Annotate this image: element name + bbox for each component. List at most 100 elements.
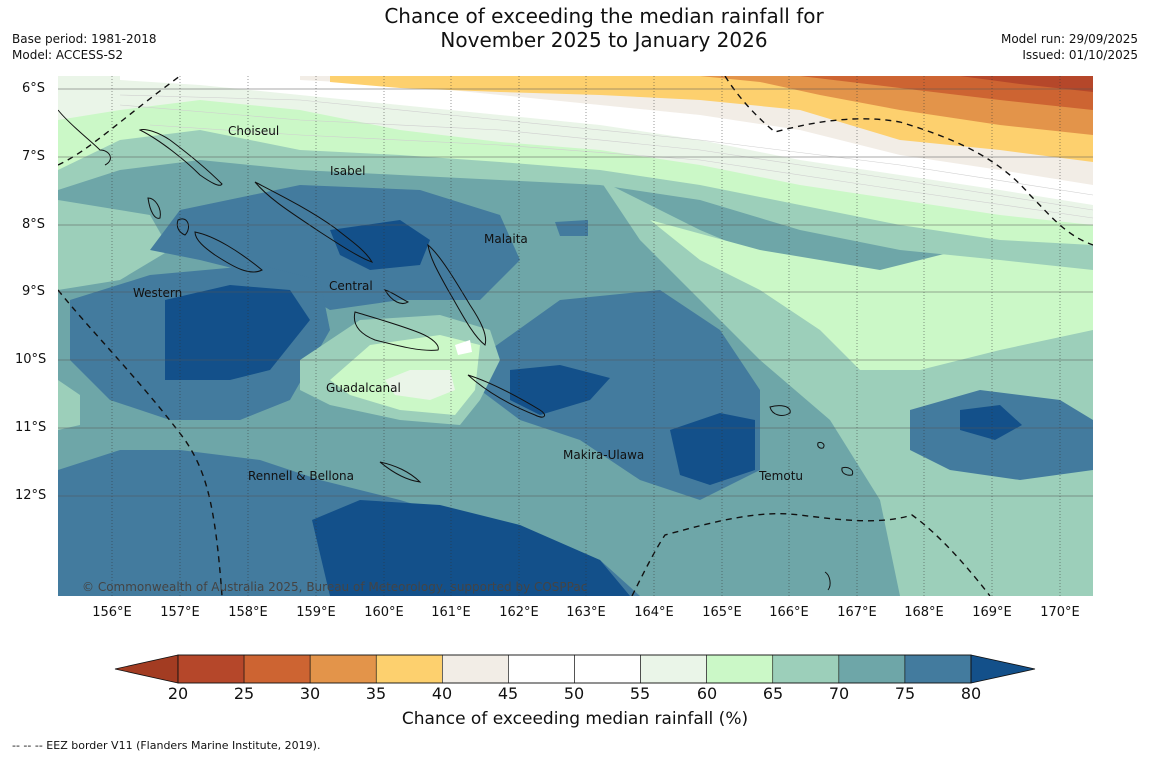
band-80-south <box>312 500 630 596</box>
lat-label-6s: 6°S <box>22 81 46 96</box>
island-isabel <box>254 181 374 263</box>
lat-label-11s: 11°S <box>15 420 47 435</box>
coastlines <box>58 109 854 591</box>
lat-label-9s: 9°S <box>22 284 46 299</box>
band-75-80-central-north <box>150 185 520 310</box>
island-tikopia <box>817 442 825 449</box>
colorbar-cell <box>508 654 575 684</box>
colorbar <box>114 654 1036 684</box>
place-rennell-bellona: Rennell & Bellona <box>248 469 355 483</box>
map-title-line1: Chance of exceeding the median rainfall … <box>384 4 824 28</box>
lat-label-12s: 12°S <box>15 488 47 503</box>
coast-vanuatu <box>824 571 831 591</box>
colorbar-tick-65: 65 <box>762 684 784 703</box>
band-45-55-guadalcanal <box>455 340 472 355</box>
band-65-70-south-east <box>1020 545 1060 572</box>
colorbar-tick-60: 60 <box>696 684 718 703</box>
contour-lines <box>119 94 1093 219</box>
colorbar-title: Chance of exceeding median rainfall (%) <box>401 709 749 729</box>
place-western: Western <box>133 286 183 300</box>
band-80-east-small <box>960 405 1022 440</box>
island-malaita <box>427 243 487 346</box>
island-choiseul <box>138 129 223 186</box>
colorbar-cell <box>706 654 774 684</box>
lon-label-165e: 165°E <box>702 605 742 620</box>
lon-label-157e: 157°E <box>160 605 200 620</box>
issued-date: Issued: 01/10/2025 <box>1022 48 1138 62</box>
colorbar-cell <box>838 654 906 684</box>
colorbar-cell <box>574 654 641 684</box>
colorbar-cell <box>309 654 377 684</box>
colorbar-tick-50: 50 <box>563 684 585 703</box>
lon-label-167e: 167°E <box>837 605 877 620</box>
colorbar-tick-30: 30 <box>299 684 321 703</box>
colorbar-cell <box>904 654 972 684</box>
eez-borders <box>58 76 1093 596</box>
colorbar-below-arrow <box>114 654 179 684</box>
colorbar-frame <box>177 654 972 684</box>
meta-left: Base period: 1981-2018 Model: ACCESS-S2 <box>12 31 157 63</box>
lat-label-10s: 10°S <box>15 352 47 367</box>
colorbar-tick-45: 45 <box>497 684 519 703</box>
model-run-date: Model run: 29/09/2025 <box>1000 32 1138 46</box>
band-80-far-east <box>670 413 755 485</box>
island-makira <box>467 374 546 418</box>
island-rennell <box>379 461 422 483</box>
eez-border-note: -- -- -- EEZ border V11 (Flanders Marine… <box>12 739 321 752</box>
eez-border-west <box>58 289 223 596</box>
band-65-70-east <box>600 180 1093 596</box>
place-malaita: Malaita <box>484 232 528 246</box>
place-central: Central <box>329 279 373 293</box>
colorbar-above-arrow <box>970 654 1036 684</box>
copyright-notice: © Commonwealth of Australia 2025, Bureau… <box>82 580 588 594</box>
colorbar-cell <box>640 654 707 684</box>
lon-label-169e: 169°E <box>972 605 1012 620</box>
eez-border-south-east <box>631 513 991 596</box>
place-isabel: Isabel <box>330 164 366 178</box>
band-65-70-west <box>58 200 170 290</box>
lon-label-163e: 163°E <box>566 605 606 620</box>
band-80-west <box>165 285 310 380</box>
lon-label-162e: 162°E <box>499 605 539 620</box>
colorbar-tick-20: 20 <box>167 684 189 703</box>
colorbar-tick-75: 75 <box>894 684 916 703</box>
colorbar-cell <box>375 654 443 684</box>
band-75-80-malaita <box>555 220 588 236</box>
lon-label-170e: 170°E <box>1040 605 1080 620</box>
place-makira-ulawa: Makira-Ulawa <box>563 448 645 462</box>
colorbar-cell <box>177 654 245 684</box>
colorbar-cell <box>772 654 840 684</box>
map-title: Chance of exceeding the median rainfall … <box>300 4 908 52</box>
island-santa-cruz <box>769 405 791 416</box>
lon-label-164e: 164°E <box>634 605 674 620</box>
band-65-70-far-west <box>58 380 80 430</box>
lon-label-168e: 168°E <box>904 605 944 620</box>
band-55-60-guadalcanal <box>385 370 455 400</box>
meta-right: Model run: 29/09/2025 Issued: 01/10/2025 <box>1001 31 1138 63</box>
colorbar-tick-25: 25 <box>233 684 255 703</box>
coast-bougainville <box>58 109 111 166</box>
band-80-central <box>330 220 430 270</box>
colorbar-tick-55: 55 <box>629 684 651 703</box>
map-title-line2: November 2025 to January 2026 <box>440 28 768 52</box>
lat-label-8s: 8°S <box>22 217 46 232</box>
island-new-georgia <box>194 231 263 273</box>
island-guadalcanal <box>353 311 439 351</box>
lon-label-159e: 159°E <box>296 605 336 620</box>
eez-border-northwest <box>58 76 181 166</box>
base-period: Base period: 1981-2018 <box>12 32 157 46</box>
lon-label-156e: 156°E <box>92 605 132 620</box>
island-vella-lavella <box>147 197 161 219</box>
lon-label-160e: 160°E <box>364 605 404 620</box>
colorbar-tick-35: 35 <box>365 684 387 703</box>
place-choiseul: Choiseul <box>228 124 280 138</box>
band-25-30 <box>800 76 1093 110</box>
island-florida <box>383 289 409 304</box>
graticule-latitude <box>58 88 1093 497</box>
place-temotu: Temotu <box>759 469 804 483</box>
colorbar-tick-40: 40 <box>431 684 453 703</box>
place-guadalcanal: Guadalcanal <box>326 381 401 395</box>
eez-border-north-east <box>724 76 1093 246</box>
